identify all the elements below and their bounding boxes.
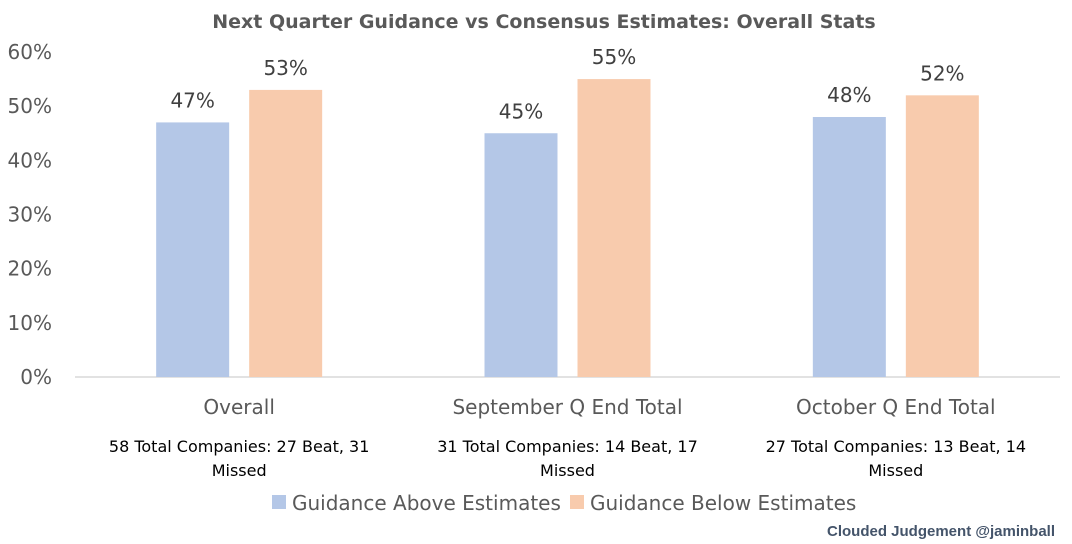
y-tick-label: 40% [8,148,52,172]
category-note: 27 Total Companies: 13 Beat, 14 [766,437,1027,456]
y-tick-label: 60% [8,40,52,64]
legend-swatch-0 [272,495,286,509]
bar-below-1 [577,79,651,377]
data-label: 53% [263,56,307,80]
data-label: 47% [170,88,214,112]
y-tick-label: 50% [8,94,52,118]
data-label: 55% [592,45,636,69]
category-note: 31 Total Companies: 14 Beat, 17 [437,437,698,456]
category-label: September Q End Total [452,395,682,419]
bar-above-1 [484,133,558,377]
y-tick-label: 0% [20,365,52,389]
data-label: 48% [827,83,871,107]
chart-title: Next Quarter Guidance vs Consensus Estim… [212,11,875,33]
category-note: Missed [868,461,923,480]
bar-below-0 [249,89,323,378]
data-label: 45% [499,99,543,123]
bar-below-2 [905,95,979,377]
category-note: Missed [212,461,267,480]
category-label: October Q End Total [796,395,996,419]
category-note: 58 Total Companies: 27 Beat, 31 [109,437,370,456]
credit-text: Clouded Judgement @jaminball [827,523,1055,540]
y-tick-label: 20% [8,257,52,281]
legend-swatch-1 [570,495,584,509]
legend-label: Guidance Above Estimates [292,491,561,515]
category-label: Overall [203,395,274,419]
bar-above-0 [156,122,230,378]
data-label: 52% [920,61,964,85]
category-note: Missed [540,461,595,480]
y-tick-label: 10% [8,311,52,335]
legend-label: Guidance Below Estimates [590,491,856,515]
bar-above-2 [812,117,886,377]
y-tick-label: 30% [8,203,52,227]
